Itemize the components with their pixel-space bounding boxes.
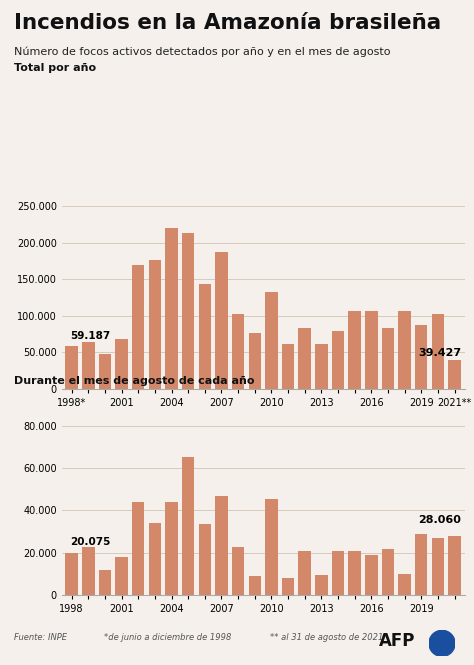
Bar <box>415 325 428 389</box>
Bar <box>332 331 344 389</box>
Bar <box>149 260 161 389</box>
Bar <box>365 311 377 389</box>
Bar <box>82 342 94 389</box>
Text: Total por año: Total por año <box>14 63 96 73</box>
Bar <box>65 553 78 595</box>
Text: 39.427: 39.427 <box>418 348 461 358</box>
Bar <box>332 551 344 595</box>
Bar <box>199 285 211 389</box>
Bar <box>448 536 461 595</box>
Bar <box>132 265 145 389</box>
Bar <box>365 555 377 595</box>
Text: Incendios en la Amazonía brasileña: Incendios en la Amazonía brasileña <box>14 13 441 33</box>
Bar <box>398 311 411 389</box>
Bar <box>398 574 411 595</box>
Text: AFP: AFP <box>379 632 416 650</box>
Bar <box>248 576 261 595</box>
Bar <box>348 311 361 389</box>
Bar <box>432 538 444 595</box>
Text: 59.187: 59.187 <box>70 331 110 341</box>
Text: *de junio a diciembre de 1998: *de junio a diciembre de 1998 <box>104 633 232 642</box>
Bar <box>282 344 294 389</box>
Bar <box>348 551 361 595</box>
Bar <box>165 228 178 389</box>
Text: Número de focos activos detectados por año y en el mes de agosto: Número de focos activos detectados por a… <box>14 47 391 57</box>
Bar <box>215 251 228 389</box>
Text: Durante el mes de agosto de cada año: Durante el mes de agosto de cada año <box>14 376 255 386</box>
Bar <box>232 314 244 389</box>
Bar <box>382 328 394 389</box>
Bar <box>215 495 228 595</box>
Text: ** al 31 de agosto de 2021: ** al 31 de agosto de 2021 <box>270 633 383 642</box>
Bar <box>65 346 78 389</box>
Bar <box>315 575 328 595</box>
Bar <box>282 578 294 595</box>
Bar <box>299 551 311 595</box>
Bar <box>115 338 128 389</box>
Bar <box>448 360 461 389</box>
Circle shape <box>429 630 455 656</box>
Bar <box>432 314 444 389</box>
Bar <box>99 570 111 595</box>
Bar <box>382 549 394 595</box>
Bar <box>182 233 194 389</box>
Bar <box>182 458 194 595</box>
Bar <box>265 499 278 595</box>
Bar <box>415 534 428 595</box>
Bar <box>149 523 161 595</box>
Bar <box>232 547 244 595</box>
Bar <box>248 332 261 389</box>
Bar <box>99 354 111 389</box>
Bar <box>265 292 278 389</box>
Bar <box>299 329 311 389</box>
Bar <box>315 344 328 389</box>
Bar <box>132 502 145 595</box>
Bar <box>199 524 211 595</box>
Text: 20.075: 20.075 <box>70 537 110 547</box>
Bar <box>115 557 128 595</box>
Bar <box>82 547 94 595</box>
Bar <box>165 502 178 595</box>
Text: 28.060: 28.060 <box>419 515 461 525</box>
Text: Fuente: INPE: Fuente: INPE <box>14 633 67 642</box>
